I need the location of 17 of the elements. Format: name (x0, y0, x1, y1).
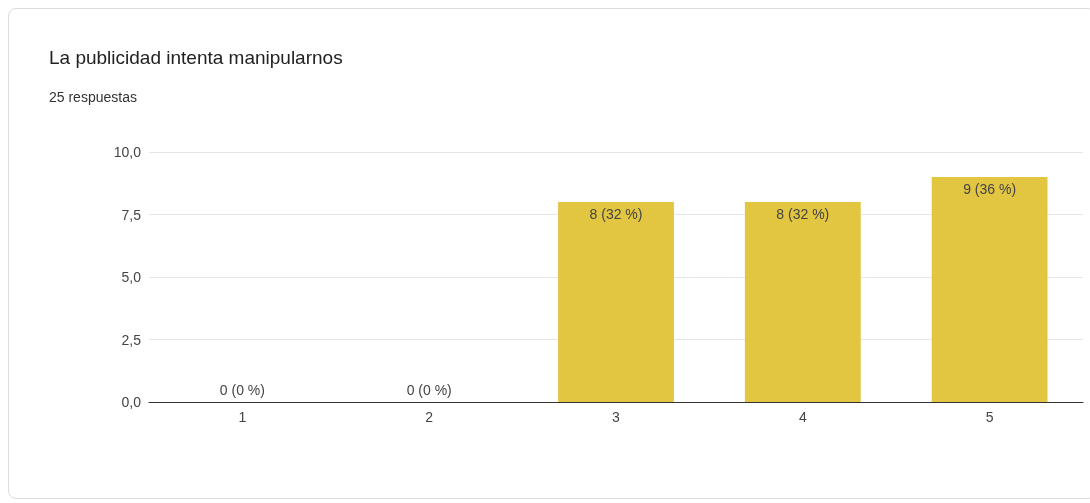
data-label: 0 (0 %) (219, 382, 265, 398)
x-tick-label: 4 (798, 409, 807, 425)
x-tick-label: 3 (612, 409, 621, 425)
data-label: 8 (32 %) (589, 206, 643, 222)
data-label: 8 (32 %) (776, 206, 830, 222)
y-tick-label: 2,5 (121, 331, 142, 348)
x-tick-label: 5 (985, 409, 994, 425)
data-label: 0 (0 %) (406, 382, 452, 398)
chart-title: La publicidad intenta manipularnos (49, 47, 343, 68)
chart-subtitle: 25 respuestas (49, 89, 137, 105)
y-tick-label: 7,5 (121, 206, 142, 223)
data-label: 9 (36 %) (963, 181, 1017, 197)
y-tick-label: 5,0 (121, 269, 142, 285)
y-tick-label: 10,0 (113, 144, 142, 160)
x-tick-label: 1 (238, 409, 247, 425)
x-tick-label: 2 (425, 409, 434, 425)
y-tick-label: 0,0 (121, 394, 142, 410)
